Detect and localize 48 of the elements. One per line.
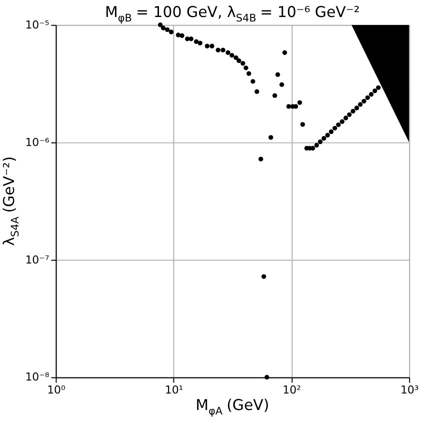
point	[332, 126, 338, 130]
point	[336, 122, 341, 128]
point	[314, 142, 319, 148]
point	[250, 79, 256, 84]
point	[350, 108, 356, 114]
point	[354, 106, 360, 110]
point	[358, 102, 363, 107]
point	[279, 82, 284, 87]
point	[236, 58, 242, 64]
point	[325, 132, 330, 138]
point	[246, 71, 252, 76]
point	[230, 53, 234, 58]
point	[268, 135, 274, 140]
y-tick-label: 10⁻⁶	[25, 136, 50, 149]
point	[318, 139, 323, 144]
y-tick-label: 10⁻⁸	[25, 370, 50, 384]
x-tick-label: 10¹	[164, 384, 184, 397]
point	[343, 116, 348, 120]
point	[297, 100, 302, 105]
point	[220, 48, 226, 52]
x-tick-label: 10⁰	[47, 384, 66, 397]
point	[372, 88, 378, 94]
point	[347, 112, 352, 117]
point	[234, 55, 238, 60]
point	[362, 98, 366, 104]
y-tick-label: 10⁻⁵	[25, 18, 50, 32]
point	[264, 374, 270, 380]
point	[328, 129, 334, 134]
y-tick-label: 10⁻⁷	[25, 253, 50, 266]
point	[244, 66, 248, 70]
point	[365, 95, 370, 100]
point	[282, 50, 288, 55]
point	[322, 136, 326, 141]
point	[226, 50, 230, 55]
point	[340, 119, 344, 124]
point	[275, 72, 280, 77]
point	[286, 104, 292, 109]
point	[240, 61, 246, 66]
point	[272, 93, 278, 98]
point	[376, 85, 381, 90]
x-tick-label: 10³	[400, 384, 419, 397]
point	[300, 122, 305, 127]
point	[368, 92, 374, 97]
point	[258, 156, 264, 162]
y-axis-title: λS4A (GeV⁻²)	[0, 156, 22, 246]
point	[254, 89, 260, 94]
x-tick-label: 10²	[282, 384, 301, 397]
point	[261, 274, 266, 279]
